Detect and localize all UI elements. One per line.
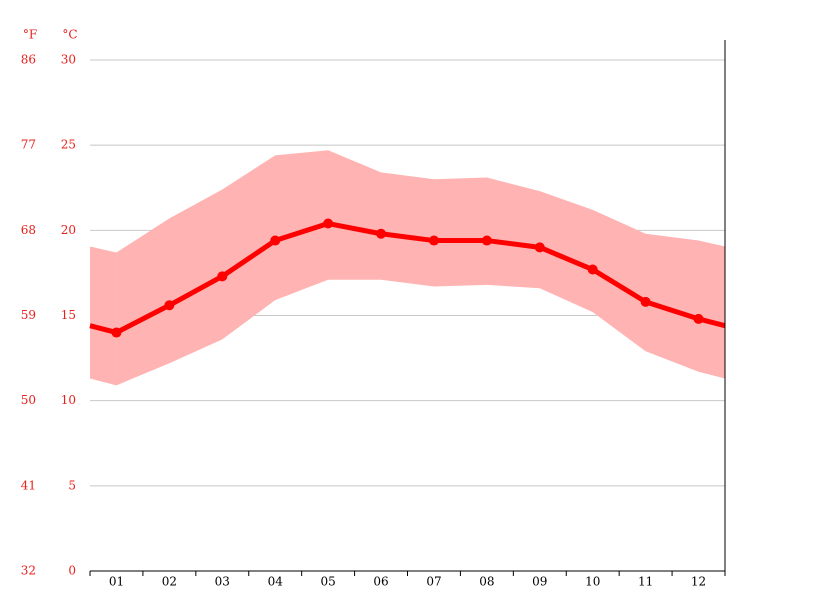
point <box>164 300 175 311</box>
y-tick-label: 25 <box>61 138 76 152</box>
y-tick-label: 5 <box>68 478 76 492</box>
point <box>323 218 334 229</box>
x-tick-label: 06 <box>373 575 388 589</box>
point <box>376 228 387 239</box>
x-tick-label: 05 <box>320 575 335 589</box>
point <box>640 296 651 307</box>
x-tick-label: 10 <box>585 575 600 589</box>
point <box>587 264 598 275</box>
range-wrap <box>698 240 725 379</box>
y2-axis-label: °F <box>23 28 37 42</box>
point <box>428 235 439 246</box>
range-wrap <box>90 246 117 386</box>
point <box>693 313 704 324</box>
x-tick-label: 09 <box>532 575 547 589</box>
point <box>217 271 228 282</box>
y-tick-label: 30 <box>61 53 76 67</box>
y2-tick-label: 77 <box>21 138 36 152</box>
x-tick-label: 07 <box>426 575 441 589</box>
point <box>270 235 281 246</box>
y-tick-label: 15 <box>61 308 76 322</box>
y2-tick-label: 68 <box>21 223 36 237</box>
y-axis-label: °C <box>62 28 77 42</box>
y2-tick-label: 32 <box>21 564 36 578</box>
x-tick-label: 04 <box>268 575 284 589</box>
point <box>481 235 492 246</box>
y2-tick-label: 59 <box>21 308 36 322</box>
point <box>534 242 545 253</box>
x-tick-label: 01 <box>109 575 124 589</box>
x-tick-label: 08 <box>479 575 494 589</box>
mean-line <box>115 221 700 335</box>
x-tick-label: 03 <box>215 575 230 589</box>
y-tick-label: 10 <box>61 393 76 407</box>
x-tick-label: 11 <box>638 575 653 589</box>
x-tick-label: 12 <box>691 575 706 589</box>
y2-tick-label: 41 <box>21 478 36 492</box>
y2-tick-label: 50 <box>21 393 36 407</box>
y-tick-label: 0 <box>68 564 76 578</box>
point <box>111 327 122 338</box>
y-tick-label: 20 <box>61 223 76 237</box>
y2-tick-label: 86 <box>21 53 36 67</box>
temperature-range <box>116 150 699 386</box>
x-tick-label: 02 <box>162 575 177 589</box>
